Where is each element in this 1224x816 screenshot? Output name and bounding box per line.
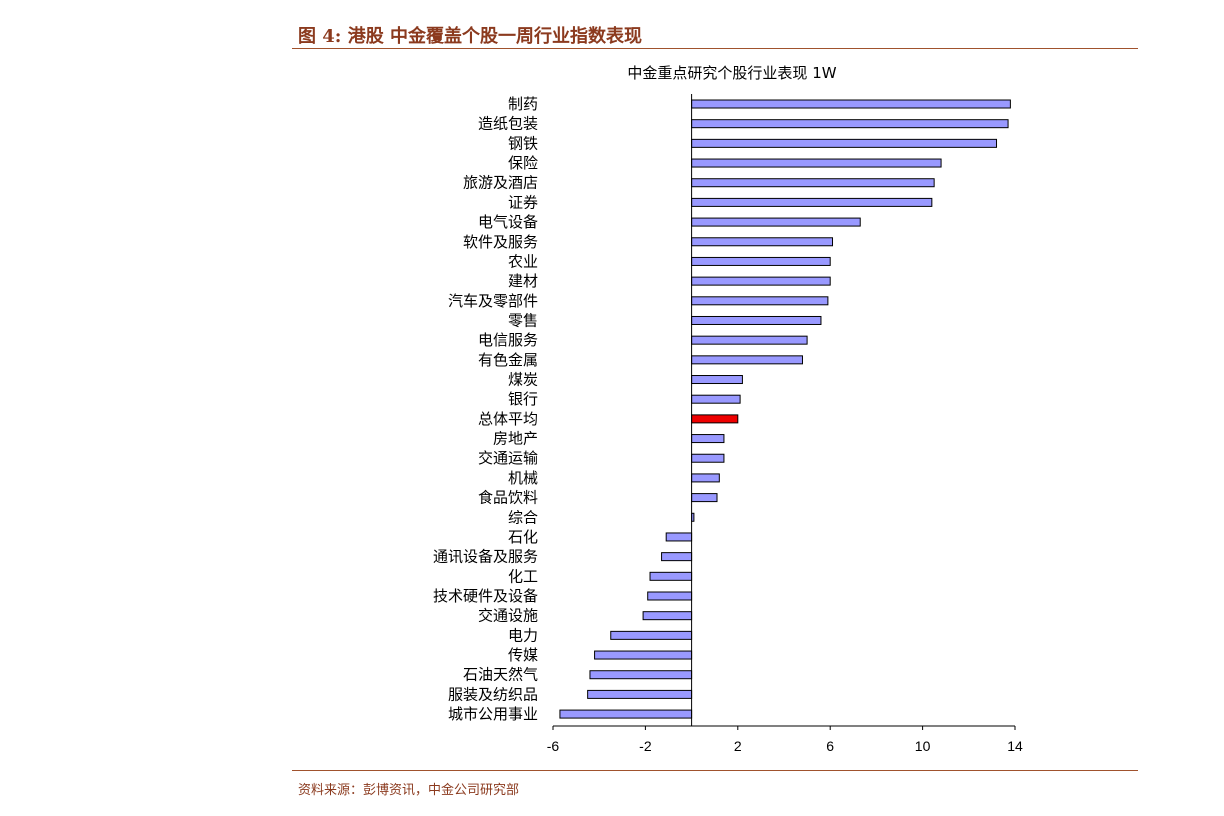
bar [691,158,942,168]
source-note: 资料来源：彭博资讯，中金公司研究部 [298,783,520,798]
category-label: 旅游及酒店 [463,174,538,192]
category-label: 电力 [508,626,538,644]
category-label: 机械 [508,469,538,487]
category-label: 房地产 [493,430,538,448]
category-label: 证券 [508,193,538,211]
category-label: 有色金属 [478,351,538,369]
bar [589,670,693,680]
chart-title: 中金重点研究个股行业表现 1W [627,64,836,82]
bar [691,493,718,503]
category-label: 交通设施 [478,607,538,625]
bars-group [559,99,1011,719]
bar [691,315,822,325]
bar [691,296,829,306]
category-label: 保险 [508,154,538,172]
category-label: 汽车及零部件 [448,292,538,310]
bar [642,611,693,621]
category-label: 制药 [508,95,538,113]
bar [691,414,739,424]
category-label: 煤炭 [508,371,538,389]
title-divider [292,48,1138,49]
category-label: 电信服务 [478,331,538,349]
category-label: 总体平均 [478,410,538,428]
category-label: 通讯设备及服务 [433,548,538,566]
x-tick-label: -6 [547,738,560,754]
category-label: 银行 [508,390,538,408]
bar [691,217,861,227]
bar [665,532,693,542]
bar [691,434,725,444]
bar [691,355,803,365]
category-label: 电气设备 [478,213,538,231]
category-labels: 制药造纸包装钢铁保险旅游及酒店证券电气设备软件及服务农业建材汽车及零部件零售电信… [433,95,538,723]
category-label: 软件及服务 [463,233,538,251]
bar [594,650,693,660]
category-label: 农业 [508,252,538,270]
footer-divider [292,770,1138,771]
bar [610,630,693,640]
x-tick-label: 6 [826,738,834,754]
bar [647,591,693,601]
bar [691,375,743,385]
bar [691,138,998,148]
category-label: 造纸包装 [478,115,538,133]
category-label: 零售 [508,311,538,329]
bar [691,473,720,483]
category-label: 技术硬件及设备 [433,587,538,605]
bar [587,689,693,699]
bar [661,552,693,562]
category-label: 传媒 [508,646,538,664]
category-label: 综合 [508,508,538,526]
x-tick-label: 14 [1007,738,1023,754]
x-tick-label: 10 [915,738,931,754]
bar [691,197,933,207]
x-tick-label: 2 [734,738,742,754]
bar [691,276,831,286]
bar [691,256,831,266]
bar [691,99,1011,109]
bar [559,709,693,719]
figure-title: 图 4: 港股 中金覆盖个股一周行业指数表现 [298,26,642,47]
x-axis-ticks: -6 -2 2 6 10 14 [547,726,1023,754]
bar [649,571,693,581]
category-label: 石化 [508,528,538,546]
category-label: 石油天然气 [463,666,538,684]
category-label: 化工 [508,567,538,585]
category-label: 城市公用事业 [448,705,538,723]
x-tick-label: -2 [639,738,652,754]
category-label: 建材 [508,272,538,290]
category-label: 食品饮料 [478,489,538,507]
bar [691,237,834,247]
category-label: 服装及纺织品 [448,685,538,703]
category-label: 交通运输 [478,449,538,467]
bar [691,178,935,188]
bar [691,453,725,463]
bar [691,119,1009,129]
bar [691,335,808,345]
category-label: 钢铁 [508,134,538,152]
bar [691,394,741,404]
